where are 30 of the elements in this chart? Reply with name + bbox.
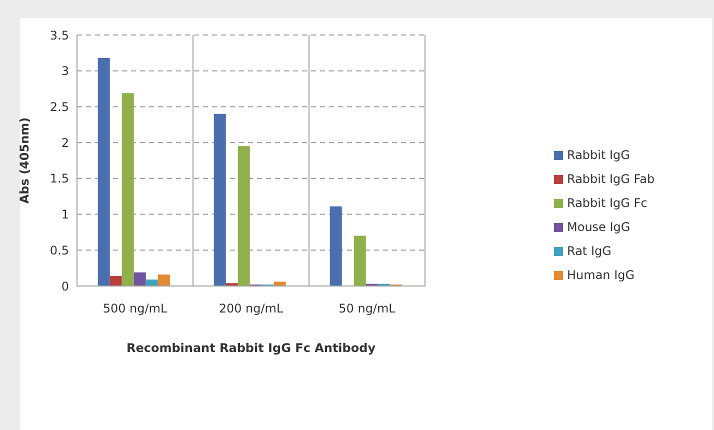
bar <box>158 274 170 286</box>
y-tick-label: 1.5 <box>50 172 69 186</box>
y-tick-label: 3.5 <box>50 28 69 42</box>
y-tick-label: 2 <box>61 136 69 150</box>
legend-label: Rat IgG <box>567 244 612 258</box>
y-tick-label: 3 <box>61 64 69 78</box>
x-axis-title: Recombinant Rabbit IgG Fc Antibody <box>126 341 376 355</box>
y-axis-title: Abs (405nm) <box>17 117 32 204</box>
legend-label: Rabbit IgG Fc <box>567 196 648 210</box>
x-tick-label: 50 ng/mL <box>338 302 396 316</box>
bar <box>214 114 226 286</box>
legend-label: Human IgG <box>567 268 635 282</box>
y-tick-label: 1 <box>61 208 69 222</box>
y-tick-label: 2.5 <box>50 100 69 114</box>
bar <box>122 93 134 286</box>
y-tick-label: 0 <box>61 279 69 294</box>
y-tick-label: 0.5 <box>50 243 69 258</box>
bar <box>354 236 366 286</box>
bar <box>134 272 146 286</box>
x-tick-label: 200 ng/mL <box>218 302 284 316</box>
legend-label: Mouse IgG <box>567 220 630 234</box>
bar <box>110 276 122 286</box>
legend-label: Rabbit IgG <box>567 148 630 162</box>
bar <box>330 206 342 286</box>
x-tick-label: 500 ng/mL <box>102 302 168 316</box>
bar <box>98 58 110 286</box>
bar <box>146 280 158 286</box>
bar <box>238 146 250 286</box>
legend-label: Rabbit IgG Fab <box>567 172 655 186</box>
bar <box>274 282 286 286</box>
